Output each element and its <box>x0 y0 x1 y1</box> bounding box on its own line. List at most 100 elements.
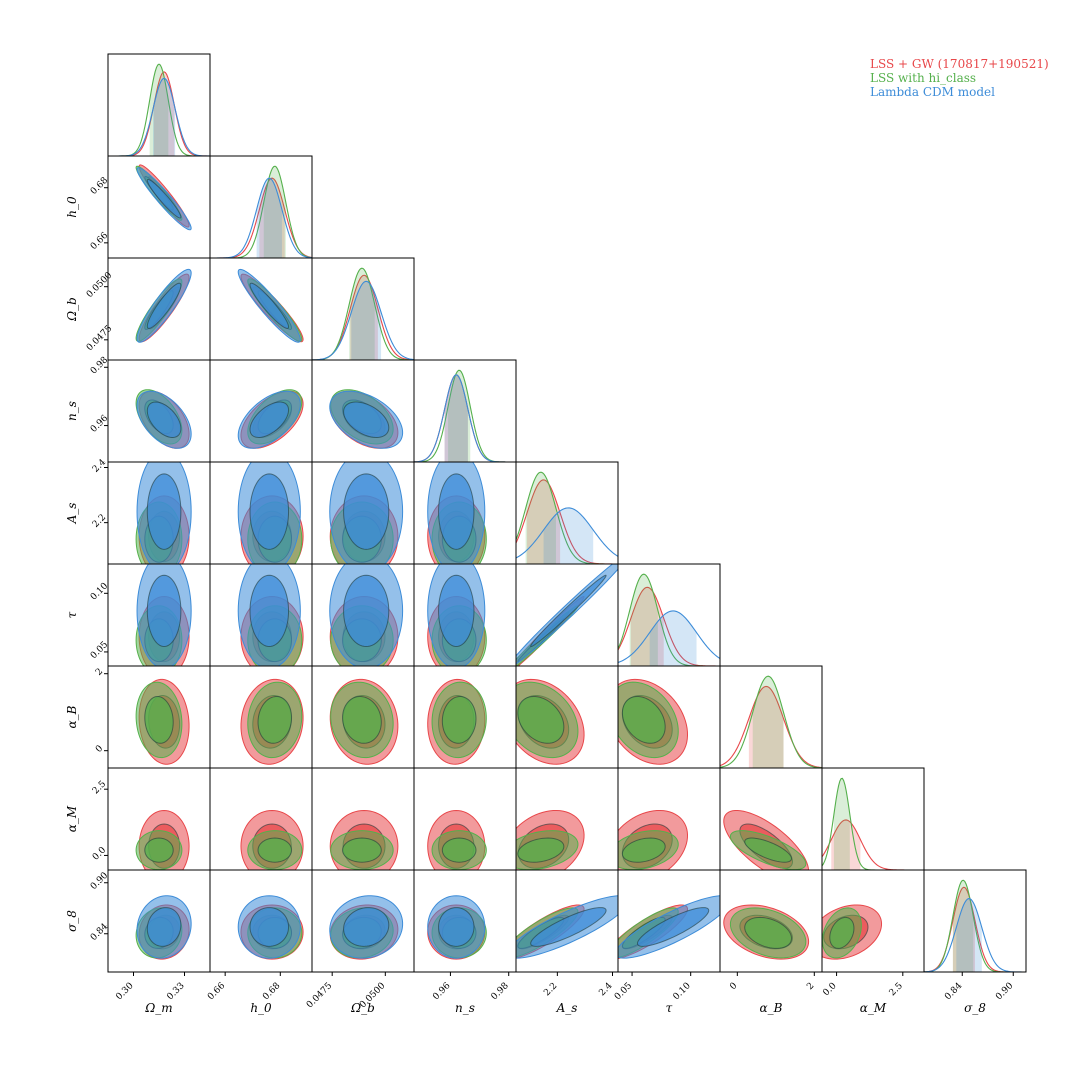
ytick-label-aB: 2 <box>94 667 105 678</box>
legend-entry-lcdm: Lambda CDM model <box>870 85 995 99</box>
legend-entry-lss-gw: LSS + GW (170817+190521) <box>870 57 1049 71</box>
contour-1sigma-2-ob-tau <box>343 574 390 648</box>
xaxis-label-ob: Ω_b <box>350 1001 375 1015</box>
contour-1sigma-2-ob-s8 <box>343 907 390 947</box>
marginal-band-0-As <box>527 479 561 564</box>
marginal-curve-2-tau <box>618 610 720 664</box>
marginal-band-0-om <box>153 71 175 156</box>
contour-1sigma-1-ob-aM <box>342 837 382 863</box>
contour-1sigma-1-h0-aM <box>257 837 293 863</box>
yaxis-label-ob: Ω_b <box>65 297 79 322</box>
marginal-curve-2-s8 <box>924 898 1026 972</box>
contour-1sigma-2-h0-ns <box>249 401 290 438</box>
marginal-curve-2-As <box>516 507 618 559</box>
contour-1sigma-1-om-aM <box>144 837 174 863</box>
ytick-label-s8: 0.84 <box>89 922 110 943</box>
contour-1sigma-2-om-ns <box>146 401 182 438</box>
xtick-label-s8: 0.90 <box>994 981 1015 1002</box>
marginal-band-2-ns <box>444 374 468 462</box>
contour-1sigma-2-h0-As <box>249 473 290 550</box>
marginal-band-1-s8 <box>952 880 974 972</box>
marginal-band-0-aM <box>831 819 861 870</box>
xtick-label-aM: 2.5 <box>888 981 905 998</box>
marginal-band-1-aB <box>752 676 784 768</box>
contour-1sigma-2-ns-tau <box>438 574 475 648</box>
contour-1sigma-2-ob-ns <box>343 401 390 438</box>
ytick-label-As: 2.2 <box>91 513 108 530</box>
contour-1sigma-1-aB-aM <box>744 837 793 863</box>
ytick-label-ns: 0.98 <box>89 355 110 376</box>
ytick-label-s8: 0.90 <box>89 871 110 892</box>
contour-1sigma-2-As-s8 <box>530 907 607 947</box>
contour-1sigma-2-h0-tau <box>249 574 290 648</box>
contour-1sigma-1-h0-aB <box>257 695 293 744</box>
marginal-band-1-ob <box>349 268 375 360</box>
contour-1sigma-1-ns-aM <box>441 837 477 863</box>
contour-1sigma-2-h0-s8 <box>249 907 290 947</box>
marginal-band-2-s8 <box>956 898 982 972</box>
marginal-band-2-tau <box>649 610 697 666</box>
xtick-label-ob: 0.0475 <box>305 981 335 1011</box>
contour-1sigma-2-ns-s8 <box>438 907 475 947</box>
yaxis-label-s8: σ_8 <box>65 910 79 932</box>
yaxis-label-tau: τ <box>65 611 79 618</box>
marginal-band-2-ob <box>351 281 382 360</box>
xtick-label-ns: 0.98 <box>490 981 511 1002</box>
ytick-label-aM: 2.5 <box>91 779 108 796</box>
marginal-curve-0-aB <box>720 685 822 768</box>
yaxis-label-As: A_s <box>65 503 79 525</box>
contour-1sigma-1-ob-aB <box>342 695 382 744</box>
ytick-label-tau: 0.05 <box>89 640 110 661</box>
marginal-band-2-om <box>153 78 176 156</box>
marginal-band-1-As <box>525 472 556 564</box>
yaxis-label-h0: h_0 <box>65 196 79 218</box>
ytick-label-ob: 0.0475 <box>85 324 115 354</box>
contour-1sigma-2-tau-s8 <box>636 907 710 947</box>
ytick-label-As: 2.4 <box>91 457 108 474</box>
xtick-label-s8: 0.84 <box>943 981 964 1002</box>
xtick-label-tau: 0.10 <box>672 981 693 1002</box>
contour-1sigma-2-As-tau <box>530 574 607 648</box>
xaxis-label-tau: τ <box>666 1001 673 1015</box>
xtick-label-om: 0.33 <box>165 981 186 1002</box>
panel-frame-h0-om <box>107 155 211 259</box>
xaxis-label-ns: n_s <box>455 1001 475 1015</box>
contour-1sigma-1-ns-aB <box>441 695 477 744</box>
contour-1sigma-2-om-ob <box>146 282 182 329</box>
xtick-label-om: 0.30 <box>114 981 135 1002</box>
ytick-label-h0: 0.66 <box>89 231 110 252</box>
contour-1sigma-2-om-h0 <box>146 178 182 219</box>
ytick-label-aB: 0 <box>94 744 105 755</box>
marginal-band-2-h0 <box>256 178 282 258</box>
contour-1sigma-2-ob-As <box>343 473 390 550</box>
contour-1sigma-2-ns-As <box>438 473 475 550</box>
yaxis-label-ns: n_s <box>65 401 79 421</box>
ytick-label-aM: 0.0 <box>91 845 108 862</box>
legend-entry-lss-hiclass: LSS with hi_class <box>870 71 977 85</box>
xtick-label-aM: 0.0 <box>821 981 838 998</box>
contour-1sigma-1-tau-aM <box>621 837 666 863</box>
marginal-band-1-h0 <box>263 166 286 258</box>
marginal-band-1-om <box>149 64 169 156</box>
xaxis-label-s8: σ_8 <box>964 1001 986 1015</box>
marginal-band-1-aM <box>833 778 850 870</box>
contour-1sigma-1-om-aB <box>144 695 174 744</box>
contour-1sigma-1-As-aM <box>517 837 565 863</box>
marginal-curve-2-ob <box>312 280 414 360</box>
xaxis-label-aM: α_M <box>860 1001 887 1015</box>
yaxis-label-aB: α_B <box>65 705 79 728</box>
marginal-band-0-s8 <box>952 887 975 972</box>
marginal-band-1-tau <box>629 574 658 666</box>
contour-1sigma-2-om-tau <box>146 574 182 648</box>
contour-1sigma-2-h0-ob <box>249 282 290 329</box>
xtick-label-aB: 2 <box>805 981 816 992</box>
contour-1sigma-1-As-aB <box>517 695 565 744</box>
xaxis-label-om: Ω_m <box>144 1001 172 1015</box>
xtick-label-h0: 0.66 <box>206 981 227 1002</box>
xtick-label-As: 2.2 <box>542 981 559 998</box>
xaxis-label-aB: α_B <box>760 1001 783 1015</box>
ytick-label-tau: 0.10 <box>89 581 110 602</box>
contour-1sigma-2-om-As <box>146 473 182 550</box>
marginal-curve-1-aB <box>720 675 822 768</box>
